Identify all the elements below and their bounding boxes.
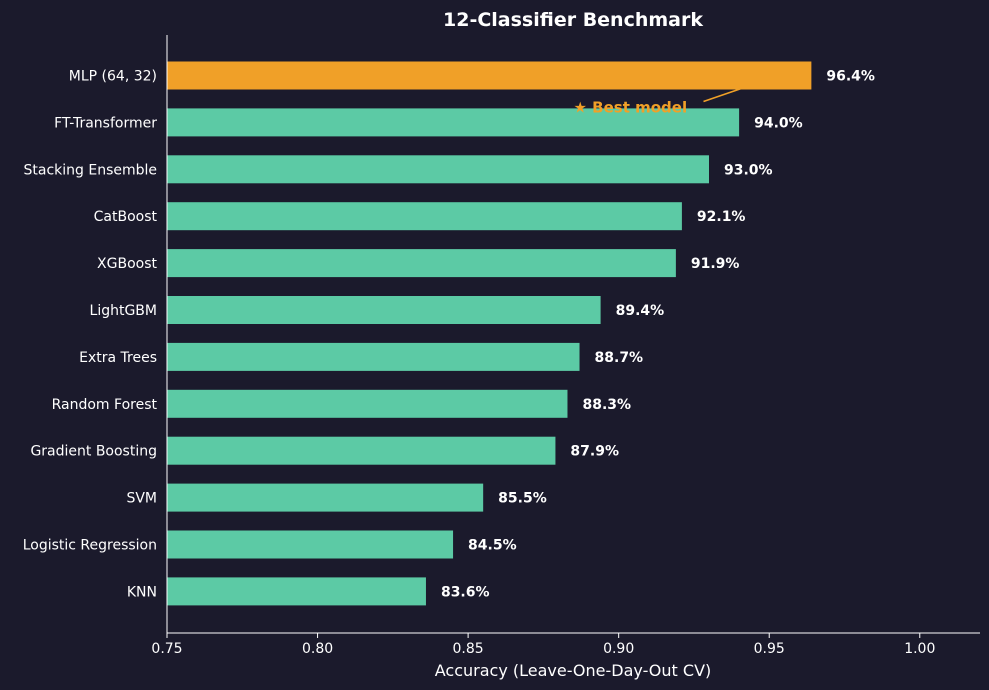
bar-6 <box>167 342 580 371</box>
bar-9 <box>167 483 484 512</box>
data-label-3: 92.1% <box>697 209 746 225</box>
bar-10 <box>167 530 454 559</box>
bar-0 <box>167 61 812 90</box>
category-label-1: FT-Transformer <box>54 115 157 131</box>
data-label-5: 89.4% <box>616 303 665 319</box>
category-label-3: CatBoost <box>94 209 158 225</box>
category-label-5: LightGBM <box>90 303 157 319</box>
x-tick-label-3: 0.90 <box>603 641 634 657</box>
data-label-7: 88.3% <box>582 397 631 413</box>
annotation-arrow <box>703 87 742 103</box>
category-label-11: KNN <box>127 584 157 600</box>
category-label-9: SVM <box>126 491 157 507</box>
category-label-2: Stacking Ensemble <box>23 162 157 178</box>
category-label-6: Extra Trees <box>79 350 157 366</box>
x-tick-label-1: 0.80 <box>302 641 333 657</box>
data-label-2: 93.0% <box>724 162 773 178</box>
x-tick-label-4: 0.95 <box>754 641 785 657</box>
data-label-10: 84.5% <box>468 538 517 554</box>
best-model-annotation: ★ Best model <box>574 99 688 117</box>
x-tick-label-0: 0.75 <box>151 641 182 657</box>
category-label-7: Random Forest <box>52 397 158 413</box>
x-tick-label-2: 0.85 <box>453 641 484 657</box>
data-label-1: 94.0% <box>754 115 803 131</box>
x-axis-label: Accuracy (Leave-One-Day-Out CV) <box>435 661 712 680</box>
data-label-4: 91.9% <box>691 256 740 272</box>
bar-11 <box>167 577 426 606</box>
bars-group: 96.4% 94.0% 93.0% 92.1% 91.9% 89.4% 88.7% 88.3%… <box>167 61 875 606</box>
data-label-11: 83.6% <box>441 584 490 600</box>
chart-title: 12-Classifier Benchmark <box>443 9 703 31</box>
category-label-8: Gradient Boosting <box>30 444 157 460</box>
data-label-6: 88.7% <box>595 350 644 366</box>
bar-7 <box>167 389 568 418</box>
x-tick-label-5: 1.00 <box>904 641 935 657</box>
data-label-0: 96.4% <box>826 69 875 85</box>
bar-1 <box>167 108 740 137</box>
category-label-10: Logistic Regression <box>23 538 157 554</box>
bar-8 <box>167 436 556 465</box>
axes-group: MLP (64, 32) FT-Transformer Stacking Ensem… <box>23 35 980 657</box>
category-label-4: XGBoost <box>97 256 157 272</box>
bar-2 <box>167 155 709 184</box>
bar-5 <box>167 296 601 324</box>
category-label-0: MLP (64, 32) <box>69 69 157 85</box>
bar-4 <box>167 249 676 278</box>
data-label-9: 85.5% <box>498 491 547 507</box>
data-label-8: 87.9% <box>570 444 619 460</box>
bar-3 <box>167 202 682 231</box>
